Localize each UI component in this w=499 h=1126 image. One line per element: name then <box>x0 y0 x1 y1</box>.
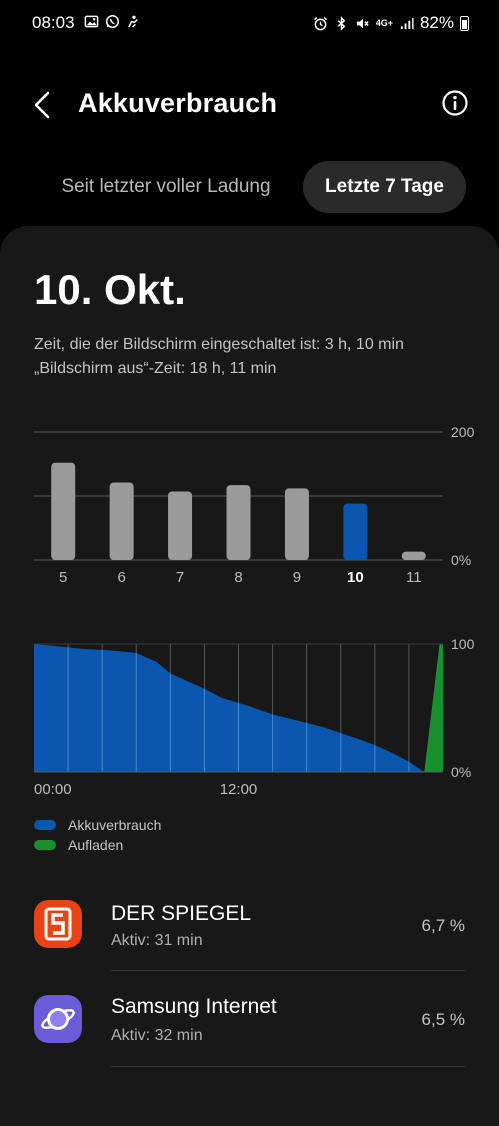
status-right: 4G+ 82% <box>313 13 469 33</box>
bar-chart-x-tick: 11 <box>406 569 422 586</box>
status-left-icons <box>84 14 141 29</box>
app-row-der-spiegel[interactable]: DER SPIEGEL Aktiv: 31 min 6,7 % <box>0 880 499 972</box>
app-name: DER SPIEGEL <box>111 902 252 925</box>
network-type: 4G+ <box>375 18 393 28</box>
selected-date: 10. Okt. <box>34 266 186 313</box>
bar-chart-x-tick: 6 <box>117 569 125 586</box>
battery-level-chart: 100 0% 00:00 12:00 <box>34 636 475 798</box>
samsung-internet-icon <box>34 995 82 1043</box>
bar-chart-y-tick: 0% <box>451 552 471 568</box>
screen-time-info: Zeit, die der Bildschirm eingeschaltet i… <box>34 333 404 381</box>
area-chart-y-tick: 100 <box>451 636 475 652</box>
status-bar: 08:03 4G+ 82% <box>0 0 499 46</box>
alarm-icon <box>313 16 327 30</box>
battery-percent: 82% <box>419 13 454 32</box>
bar-day-11 <box>401 551 426 560</box>
app-name: Samsung Internet <box>111 995 277 1018</box>
signal-icon <box>400 17 414 29</box>
bar-day-9 <box>284 488 309 560</box>
app-active-time: Aktiv: 31 min <box>111 932 203 949</box>
divider <box>111 970 465 971</box>
bar-chart-x-tick: 5 <box>59 569 67 586</box>
bar-day-8 <box>226 485 251 560</box>
legend-item-charging: Aufladen <box>34 835 161 855</box>
bar-chart-x-tick: 8 <box>234 569 242 586</box>
bar-day-6 <box>109 482 134 560</box>
app-row-samsung-internet[interactable]: Samsung Internet Aktiv: 32 min 6,5 % <box>0 975 499 1067</box>
bar-chart-x-tick: 9 <box>293 569 301 586</box>
screen-off-time: „Bildschirm aus“-Zeit: 18 h, 11 min <box>34 360 277 377</box>
area-chart-y-tick: 0% <box>451 764 471 780</box>
whatsapp-icon <box>105 14 120 29</box>
area-chart-x-tick: 00:00 <box>34 781 72 798</box>
notification-icon <box>128 15 138 28</box>
daily-usage-bar-chart: 200 0% 5 6 7 8 9 10 11 <box>34 424 475 586</box>
tab-since-last-charge[interactable]: Seit letzter voller Ladung <box>61 176 271 197</box>
battery-usage-area <box>34 644 425 772</box>
legend-swatch-usage <box>34 820 56 830</box>
bar-day-5 <box>51 462 76 560</box>
app-usage-percent: 6,5 % <box>421 1010 465 1029</box>
app-usage-percent: 6,7 % <box>421 916 465 935</box>
chart-legend: Akkuverbrauch Aufladen <box>34 815 161 855</box>
battery-icon <box>460 15 469 31</box>
period-tabs: Seit letzter voller Ladung Letzte 7 Tage <box>0 161 499 213</box>
legend-item-usage: Akkuverbrauch <box>34 815 161 835</box>
charging-area <box>424 644 443 772</box>
bluetooth-icon <box>337 15 346 31</box>
bar-day-10 <box>343 503 368 560</box>
status-time: 08:03 <box>32 13 75 32</box>
page-title: Akkuverbrauch <box>78 88 278 118</box>
area-chart-x-tick: 12:00 <box>220 781 258 798</box>
info-icon[interactable] <box>441 89 469 117</box>
bar-chart-y-tick: 200 <box>451 424 475 440</box>
mute-icon <box>356 18 369 28</box>
screen-on-time: Zeit, die der Bildschirm eingeschaltet i… <box>34 336 404 353</box>
bar-chart-x-tick: 10 <box>347 569 364 586</box>
legend-label-usage: Akkuverbrauch <box>68 817 162 833</box>
back-button[interactable] <box>28 89 58 121</box>
divider <box>111 1066 465 1067</box>
spiegel-icon <box>34 900 82 948</box>
gallery-icon <box>84 15 99 28</box>
legend-swatch-charging <box>34 840 56 850</box>
tab-last-7-days[interactable]: Letzte 7 Tage <box>303 161 466 213</box>
legend-label-charging: Aufladen <box>68 837 124 853</box>
app-bar: Akkuverbrauch <box>0 75 499 135</box>
app-active-time: Aktiv: 32 min <box>111 1027 203 1044</box>
bar-day-7 <box>168 491 193 560</box>
bar-chart-x-tick: 7 <box>176 569 184 586</box>
